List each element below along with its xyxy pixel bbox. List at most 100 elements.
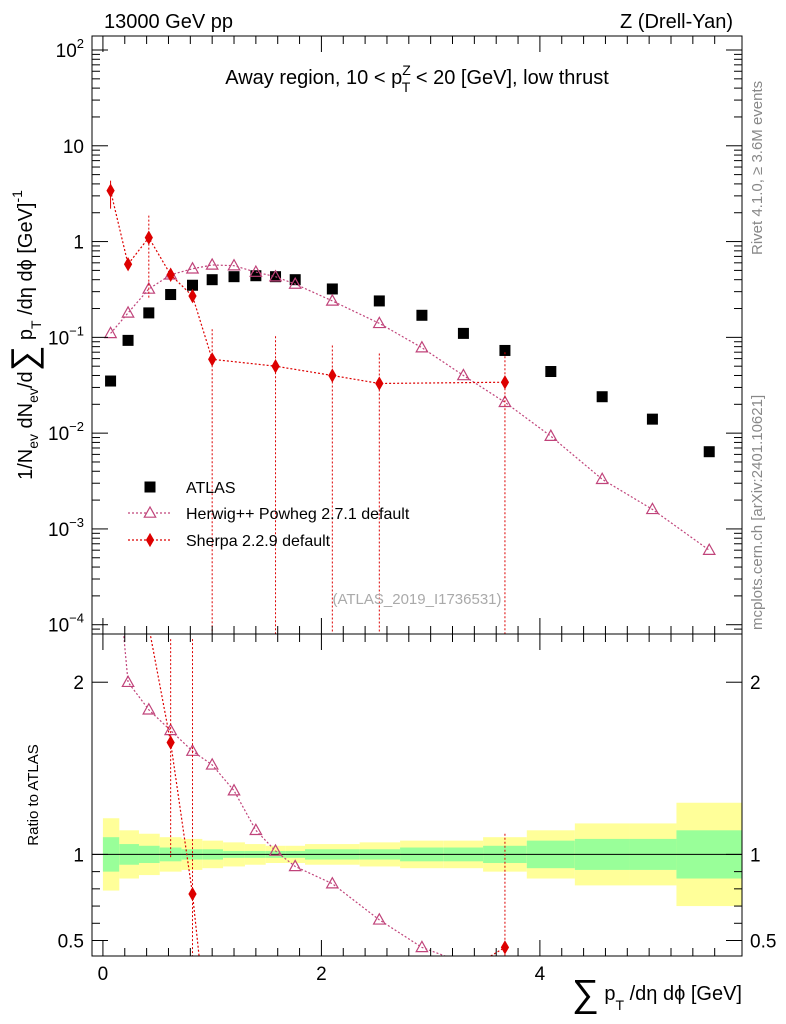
sherpa-ratio-point <box>166 735 175 750</box>
herwig-data-point <box>249 264 263 277</box>
atlas-data-point <box>499 344 511 356</box>
legend-label: ATLAS <box>186 480 236 497</box>
herwig-ratio-point <box>121 674 135 688</box>
herwig-ratio-point <box>415 940 429 953</box>
sherpa-data-point <box>144 230 153 245</box>
svg-text:1/Nev dNev/d∑ pT /dη dϕ [GeV]: 1/Nev dNev/d∑ pT /dη dϕ [GeV]-1 <box>3 190 44 480</box>
x-axis-label: ∑ pT /dη dϕ [GeV] <box>572 973 742 1015</box>
sherpa-data-point <box>500 375 510 390</box>
ratio-y-tick-label-right: 2 <box>750 673 761 694</box>
herwig-data-point <box>268 269 283 282</box>
herwig-data-point <box>325 293 340 306</box>
legend-label: Herwig++ Powheg 2.7.1 default <box>186 506 410 523</box>
atlas-data-point <box>228 271 240 283</box>
herwig-data-point <box>227 258 241 271</box>
svg-text:∑ pT /dη dϕ [GeV]: ∑ pT /dη dϕ [GeV] <box>572 973 742 1015</box>
main-y-tick-label: 10−2 <box>48 419 84 445</box>
atlas-data-point <box>373 295 385 307</box>
herwig-ratio-point <box>163 723 178 736</box>
side-label-top: Rivet 4.1.0, ≥ 3.6M events <box>749 81 766 255</box>
main-panel: 10−4 10−3 10−2 10−1 1 10 102 Away region, 10 <… <box>3 35 743 637</box>
sherpa-data-point <box>106 183 115 198</box>
main-y-tick-label: 10−3 <box>48 515 84 541</box>
herwig-ratio-point <box>142 702 156 715</box>
ratio-panel: 0.5 0.5 1 1 2 2 0 2 4 Ratio to ATLAS ∑ pT /dη dϕ… <box>25 487 776 1015</box>
herwig-ratio-point <box>205 757 219 770</box>
ratio-y-tick-label: 0.5 <box>58 932 84 953</box>
atlas-data-point <box>596 391 608 403</box>
herwig-data-point <box>372 316 387 329</box>
herwig-ratio-point <box>268 843 283 856</box>
sherpa-data-point <box>166 267 175 282</box>
ratio-y-tick-label-right: 0.5 <box>750 932 776 953</box>
herwig-data-point <box>415 340 429 353</box>
ratio-y-tick-label-right: 1 <box>750 845 761 866</box>
atlas-data-point <box>143 307 155 319</box>
main-y-tick-label: 10−1 <box>48 323 84 349</box>
main-y-tick-label: 102 <box>56 36 84 62</box>
herwig-data-point <box>185 261 200 274</box>
side-label-bottom: mcplots.cern.ch [arXiv:2401.10621] <box>749 395 766 630</box>
main-y-tick-label: 10 <box>63 137 84 158</box>
main-y-tick-label: 10−4 <box>48 611 84 637</box>
herwig-ratio-point <box>463 955 464 956</box>
herwig-data-point <box>498 395 512 408</box>
atlas-data-point <box>187 279 199 291</box>
herwig-data-point <box>456 368 471 381</box>
herwig-data-point <box>702 542 716 555</box>
herwig-data-point <box>121 305 135 318</box>
header-left: 13000 GeV pp <box>104 11 233 33</box>
legend: ATLAS Herwig++ Powheg 2.7.1 default Sherpa… <box>128 480 410 550</box>
main-y-axis-label: 1/Nev dNev/d∑ pT /dη dϕ [GeV]-1 <box>3 190 44 480</box>
x-tick-label: 0 <box>98 964 109 985</box>
main-y-tick-label: 1 <box>73 233 84 254</box>
sherpa-ratio-point <box>500 940 510 955</box>
series-line <box>109 190 505 385</box>
atlas-data-point <box>105 375 117 387</box>
herwig-data-point <box>288 276 302 289</box>
sherpa-data-point <box>208 352 217 367</box>
sherpa-data-point <box>123 257 133 272</box>
herwig-ratio-point <box>545 984 556 994</box>
herwig-ratio-point <box>105 487 116 497</box>
herwig-ratio-point <box>372 912 387 925</box>
series-line <box>149 634 172 743</box>
sherpa-ratio-point <box>188 886 197 902</box>
watermark: (ATLAS_2019_I1736531) <box>332 591 501 608</box>
ratio-y-tick-label: 2 <box>73 673 84 694</box>
sherpa-data-point <box>375 376 384 391</box>
atlas-data-point <box>326 283 338 295</box>
herwig-data-point <box>205 257 219 270</box>
herwig-data-point <box>544 428 558 441</box>
main-title: Away region, 10 < pZ T < 20 [GeV], low th… <box>225 62 609 95</box>
herwig-ratio-point <box>249 823 263 836</box>
legend-label: Sherpa 2.2.9 default <box>186 533 331 550</box>
series-line <box>191 893 200 956</box>
header-right: Z (Drell-Yan) <box>620 11 733 33</box>
sherpa-data-point <box>188 288 197 304</box>
herwig-data-point <box>103 326 118 339</box>
herwig-ratio-point <box>325 876 340 889</box>
sherpa-data-point <box>271 359 280 374</box>
atlas-data-point <box>703 446 715 458</box>
ratio-y-axis-label: Ratio to ATLAS <box>25 744 42 845</box>
atlas-data-point <box>206 274 218 286</box>
main-series-2 <box>106 180 510 634</box>
atlas-data-point <box>545 366 557 378</box>
ratio-y-tick-label: 1 <box>73 845 84 866</box>
herwig-ratio-point <box>288 859 302 872</box>
atlas-data-point <box>646 413 658 425</box>
atlas-data-point <box>165 289 177 301</box>
legend-marker-herwig <box>143 505 157 518</box>
herwig-ratio-point <box>499 971 510 981</box>
series-line <box>170 742 194 895</box>
atlas-data-point <box>289 274 301 286</box>
x-tick-label: 2 <box>316 964 327 985</box>
herwig-ratio-point <box>704 1005 715 1015</box>
legend-marker-atlas <box>144 481 156 493</box>
atlas-data-point <box>416 309 428 321</box>
herwig-data-point <box>595 472 609 485</box>
main-series-0 <box>105 270 715 458</box>
herwig-ratio-point <box>227 783 241 796</box>
